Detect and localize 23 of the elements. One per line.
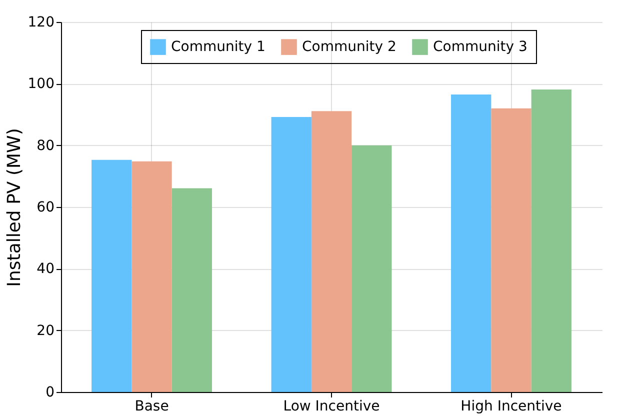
x-tick-label: High Incentive: [460, 398, 562, 414]
y-tick-label: 40: [36, 261, 54, 278]
bar: [311, 111, 352, 392]
bar: [531, 90, 572, 392]
legend-label: Community 1: [171, 39, 266, 56]
bar: [132, 161, 172, 392]
y-axis-title: Installed PV (MW): [4, 128, 25, 287]
y-tick-label: 120: [28, 14, 54, 30]
x-tick-label: Base: [134, 398, 169, 414]
y-tick-label: 20: [36, 322, 54, 339]
x-tick-label: Low Incentive: [283, 398, 380, 414]
bar: [92, 160, 132, 392]
legend-label: Community 2: [302, 39, 396, 56]
y-tick-label: 80: [36, 138, 54, 154]
y-tick-label: 60: [36, 200, 54, 216]
bar: [271, 116, 312, 392]
legend-label: Community 3: [433, 39, 528, 56]
bar: [172, 188, 212, 392]
y-tick-label: 0: [46, 384, 54, 400]
bar: [451, 94, 492, 392]
y-tick-label: 100: [28, 76, 54, 92]
bar: [491, 108, 532, 392]
bar: [352, 145, 392, 392]
